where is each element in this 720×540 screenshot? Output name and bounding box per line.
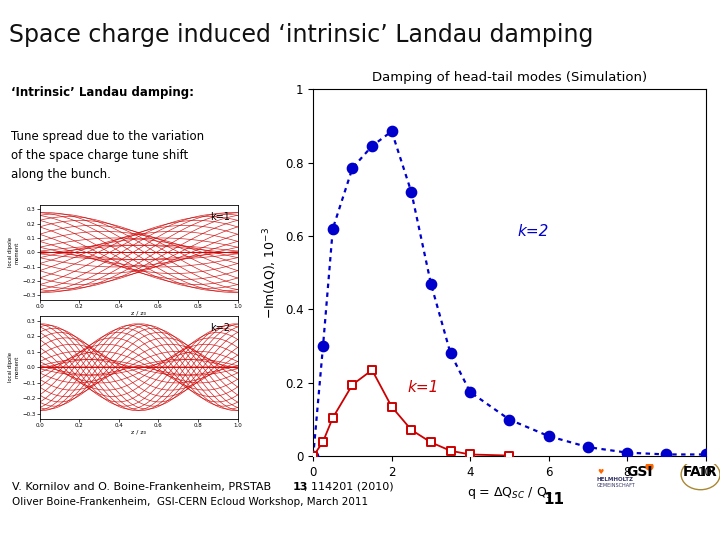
- Text: HELMHOLTZ: HELMHOLTZ: [597, 476, 634, 482]
- X-axis label: q = ΔQ$_{SC}$ / Q$_s$: q = ΔQ$_{SC}$ / Q$_s$: [467, 484, 552, 501]
- Point: [504, 451, 516, 460]
- Point: [700, 450, 711, 459]
- Text: A: A: [690, 465, 701, 480]
- Text: ♥: ♥: [597, 469, 603, 475]
- Point: [327, 224, 338, 233]
- Point: [464, 388, 476, 396]
- Title: Damping of head-tail modes (Simulation): Damping of head-tail modes (Simulation): [372, 71, 647, 84]
- Text: 13: 13: [292, 482, 307, 491]
- Point: [347, 380, 359, 389]
- Text: Oliver Boine-Frankenheim,  GSI-CERN Ecloud Workshop, March 2011: Oliver Boine-Frankenheim, GSI-CERN Eclou…: [12, 497, 368, 508]
- Point: [318, 437, 329, 446]
- Point: [347, 164, 359, 172]
- Point: [445, 447, 456, 455]
- Point: [445, 349, 456, 358]
- Point: [307, 452, 319, 461]
- Text: 11: 11: [543, 492, 564, 508]
- Point: [504, 415, 516, 424]
- Point: [425, 279, 436, 288]
- Y-axis label: local dipole
moment: local dipole moment: [9, 238, 19, 267]
- Point: [661, 450, 672, 459]
- Point: [405, 426, 417, 434]
- Point: [318, 342, 329, 350]
- Text: k=2: k=2: [517, 224, 549, 239]
- Text: R: R: [706, 465, 716, 480]
- Text: F: F: [683, 465, 693, 480]
- Point: [582, 443, 594, 451]
- Point: [307, 452, 319, 461]
- Point: [543, 432, 554, 441]
- Y-axis label: −Im(ΔQ), 10$^{-3}$: −Im(ΔQ), 10$^{-3}$: [261, 227, 279, 319]
- Text: ‘Intrinsic’ Landau damping:: ‘Intrinsic’ Landau damping:: [11, 86, 194, 99]
- Point: [405, 187, 417, 196]
- Text: V. Kornilov and O. Boine-Frankenheim, PRSTAB: V. Kornilov and O. Boine-Frankenheim, PR…: [12, 482, 274, 491]
- Text: Tune spread due to the variation
of the space charge tune shift
along the bunch.: Tune spread due to the variation of the …: [11, 130, 204, 181]
- Text: GSI: GSI: [626, 465, 653, 480]
- X-axis label: z / z₀: z / z₀: [131, 429, 146, 434]
- Text: k=1: k=1: [408, 380, 438, 395]
- Point: [464, 450, 476, 459]
- Text: k=1: k=1: [210, 212, 230, 222]
- Point: [366, 141, 378, 150]
- Text: Space charge induced ‘intrinsic’ Landau damping: Space charge induced ‘intrinsic’ Landau …: [9, 23, 593, 46]
- Point: [621, 448, 633, 457]
- Text: I: I: [701, 465, 706, 480]
- Point: [366, 366, 378, 374]
- Text: , 114201 (2010): , 114201 (2010): [304, 482, 394, 491]
- Text: GEMEINSCHAFT: GEMEINSCHAFT: [597, 483, 636, 488]
- X-axis label: z / z₀: z / z₀: [131, 310, 146, 315]
- Point: [425, 438, 436, 447]
- Y-axis label: local dipole
moment: local dipole moment: [9, 352, 19, 382]
- Text: k=2: k=2: [210, 323, 230, 333]
- Point: [386, 402, 397, 411]
- Point: [386, 127, 397, 136]
- Point: [327, 414, 338, 422]
